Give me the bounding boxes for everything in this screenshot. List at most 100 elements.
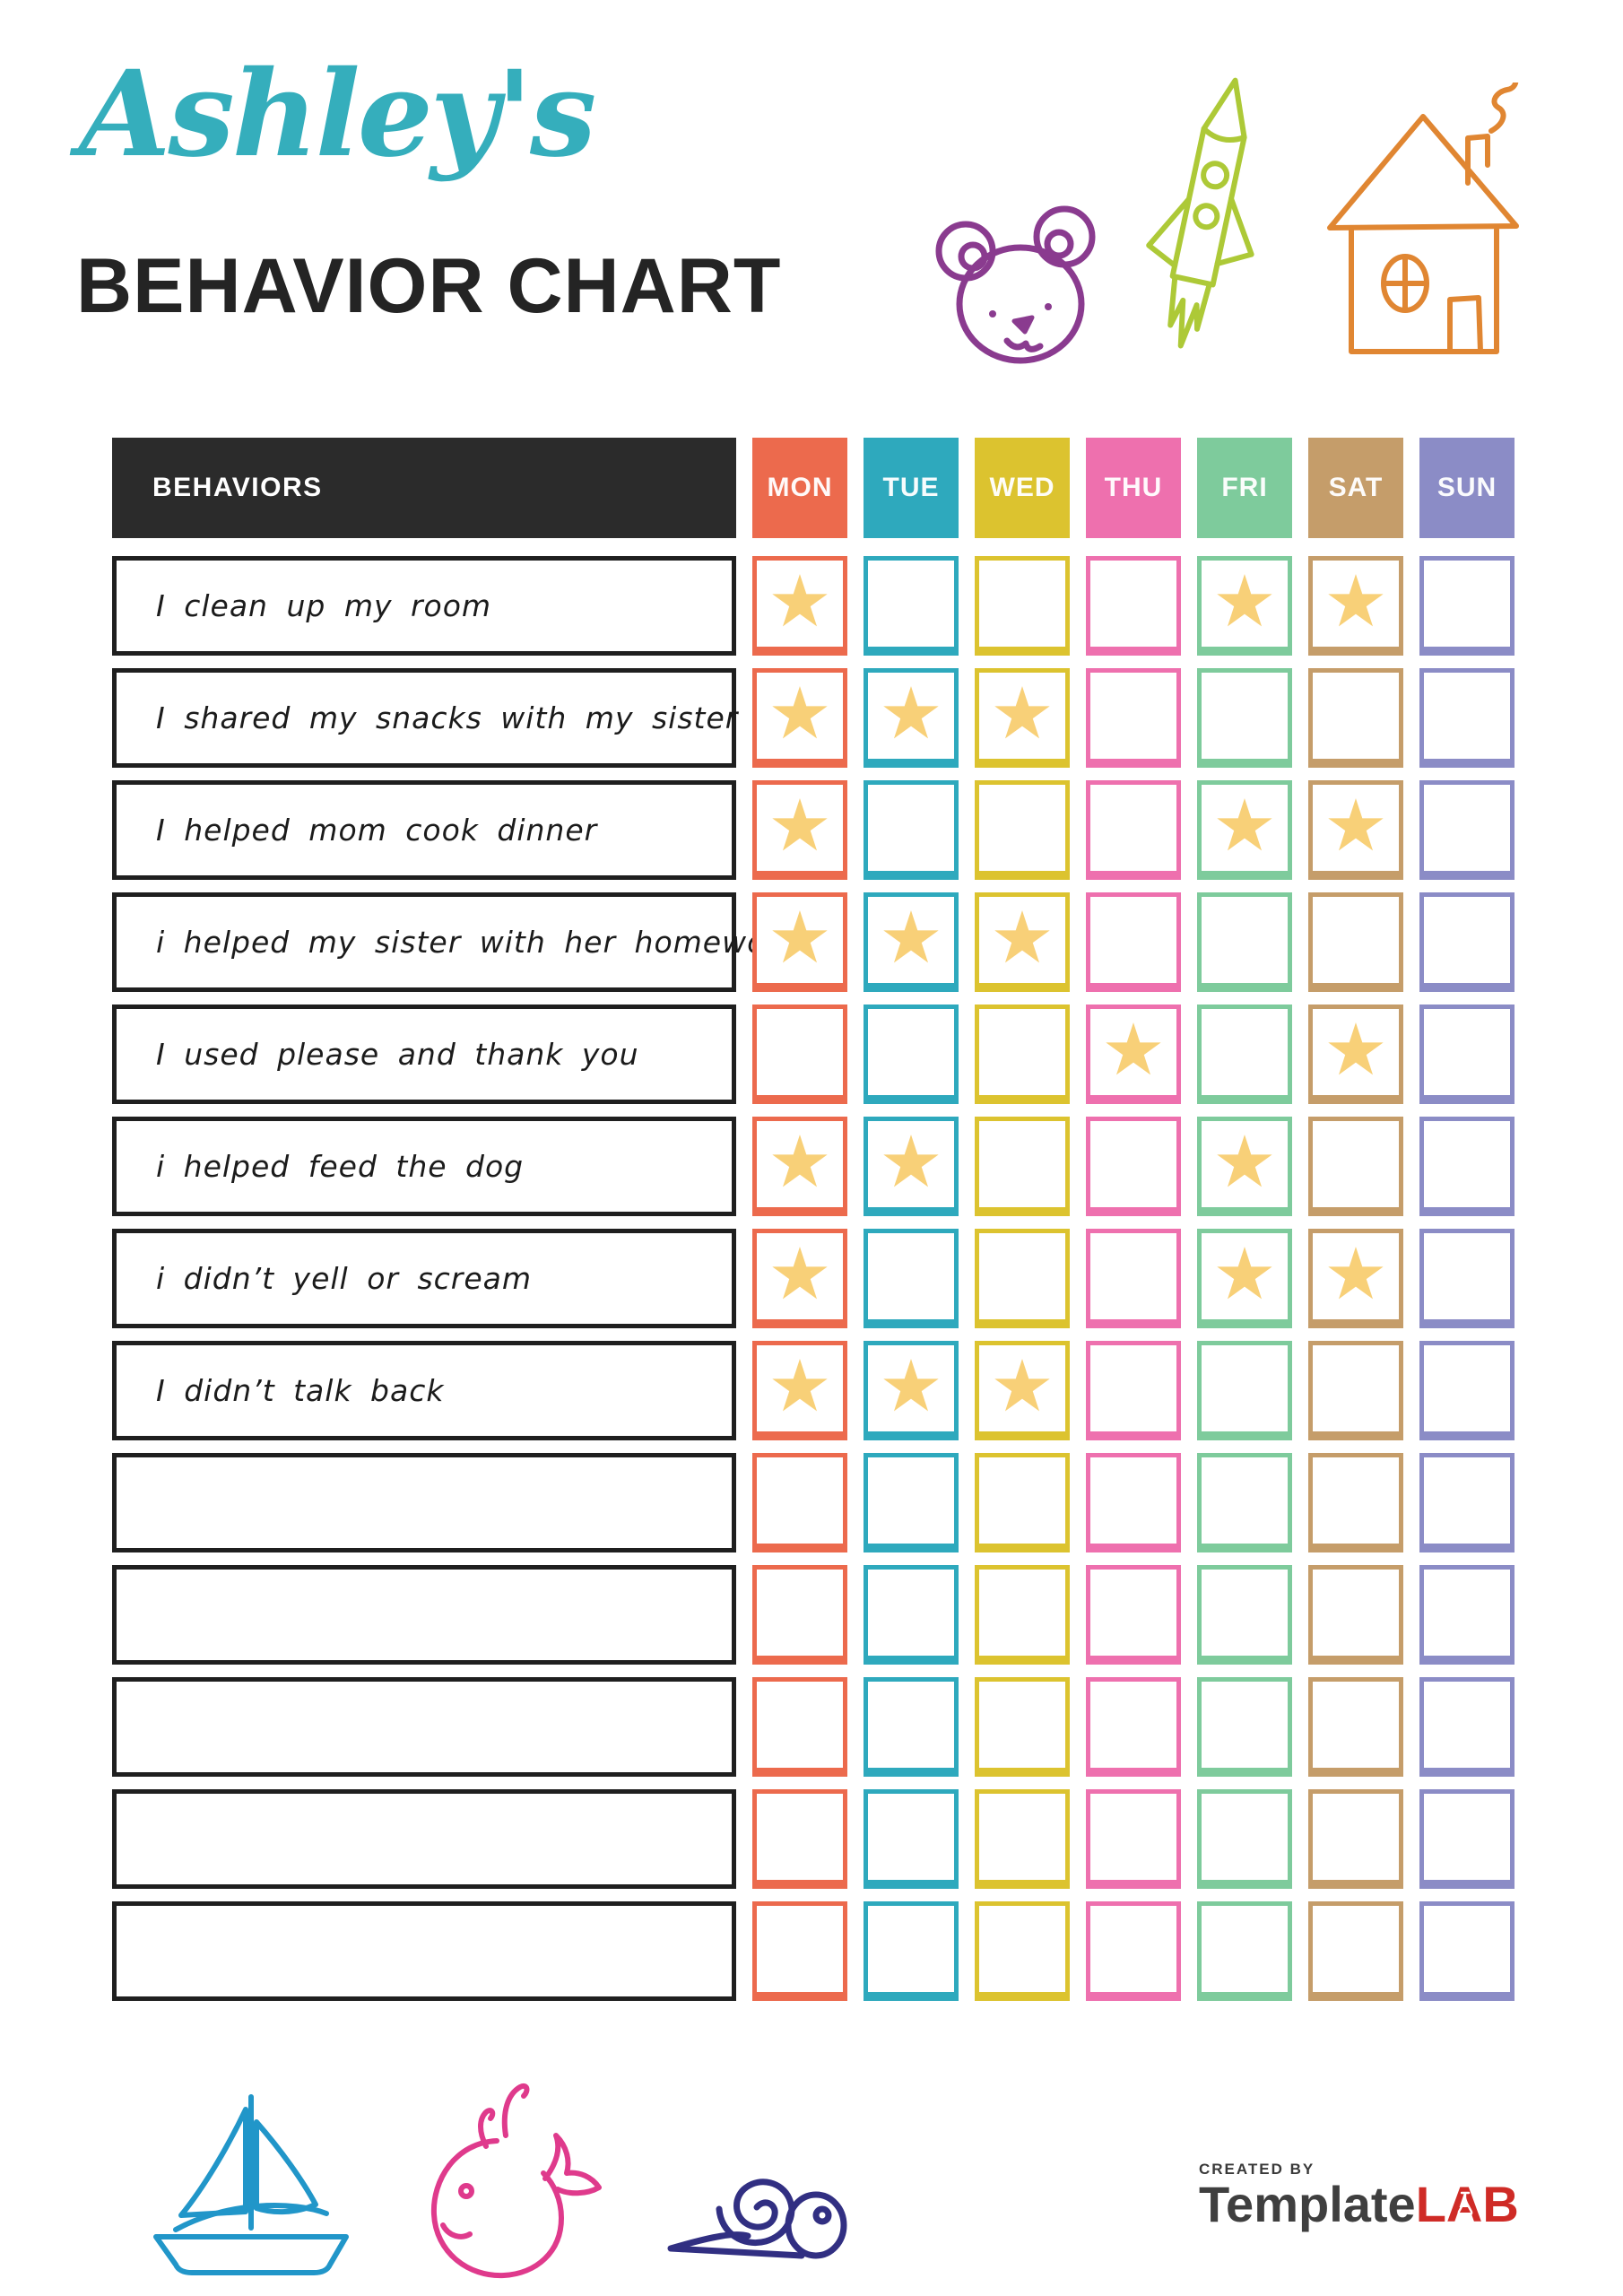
checkbox-tue[interactable]: [864, 780, 959, 880]
checkbox-thu[interactable]: [1086, 1117, 1181, 1216]
checkbox-mon[interactable]: [752, 1677, 847, 1777]
checkbox-wed[interactable]: [975, 556, 1070, 656]
checkbox-tue[interactable]: [864, 1229, 959, 1328]
checkbox-sun[interactable]: [1419, 1341, 1515, 1440]
checkbox-wed[interactable]: ★: [975, 1341, 1070, 1440]
checkbox-fri[interactable]: ★: [1197, 1229, 1292, 1328]
checkbox-fri[interactable]: [1197, 668, 1292, 768]
checkbox-fri[interactable]: [1197, 1453, 1292, 1552]
checkbox-thu[interactable]: [1086, 1229, 1181, 1328]
checkbox-sun[interactable]: [1419, 1901, 1515, 2001]
checkbox-thu[interactable]: [1086, 556, 1181, 656]
checkbox-sat[interactable]: [1308, 1901, 1403, 2001]
checkbox-thu[interactable]: [1086, 1677, 1181, 1777]
checkbox-sat[interactable]: [1308, 668, 1403, 768]
checkbox-thu[interactable]: [1086, 1453, 1181, 1552]
checkbox-sun[interactable]: [1419, 892, 1515, 992]
checkbox-sun[interactable]: [1419, 1565, 1515, 1665]
checkbox-sun[interactable]: [1419, 556, 1515, 656]
checkbox-thu[interactable]: [1086, 668, 1181, 768]
checkbox-sun[interactable]: [1419, 1453, 1515, 1552]
star-icon: ★: [768, 1234, 832, 1314]
checkbox-sat[interactable]: [1308, 1789, 1403, 1889]
checkbox-wed[interactable]: [975, 1117, 1070, 1216]
checkbox-tue[interactable]: ★: [864, 1341, 959, 1440]
checkbox-mon[interactable]: ★: [752, 1117, 847, 1216]
checkbox-tue[interactable]: [864, 556, 959, 656]
checkbox-mon[interactable]: ★: [752, 892, 847, 992]
checkbox-thu[interactable]: [1086, 1341, 1181, 1440]
checkbox-wed[interactable]: [975, 780, 1070, 880]
checkbox-sat[interactable]: [1308, 1117, 1403, 1216]
day-header-thu: THU: [1086, 438, 1181, 538]
checkbox-fri[interactable]: [1197, 1004, 1292, 1104]
checkbox-fri[interactable]: [1197, 1789, 1292, 1889]
checkbox-mon[interactable]: [752, 1004, 847, 1104]
checkbox-sat[interactable]: ★: [1308, 1229, 1403, 1328]
checkbox-sat[interactable]: ★: [1308, 556, 1403, 656]
checkbox-fri[interactable]: [1197, 1677, 1292, 1777]
checkbox-sat[interactable]: [1308, 1453, 1403, 1552]
checkbox-thu[interactable]: ★: [1086, 1004, 1181, 1104]
checkbox-fri[interactable]: [1197, 892, 1292, 992]
behavior-label-cell: [112, 1789, 736, 1889]
checkbox-thu[interactable]: [1086, 1789, 1181, 1889]
checkbox-tue[interactable]: [864, 1677, 959, 1777]
behaviors-column-header: BEHAVIORS: [112, 438, 736, 538]
checkbox-wed[interactable]: [975, 1565, 1070, 1665]
checkbox-tue[interactable]: [864, 1789, 959, 1889]
checkbox-tue[interactable]: ★: [864, 1117, 959, 1216]
checkbox-sun[interactable]: [1419, 668, 1515, 768]
checkbox-mon[interactable]: ★: [752, 668, 847, 768]
checkbox-sat[interactable]: ★: [1308, 1004, 1403, 1104]
behavior-row: I used please and thank you ★ ★: [112, 1004, 1515, 1104]
checkbox-fri[interactable]: [1197, 1341, 1292, 1440]
checkbox-sat[interactable]: ★: [1308, 780, 1403, 880]
checkbox-fri[interactable]: ★: [1197, 780, 1292, 880]
checkbox-wed[interactable]: [975, 1453, 1070, 1552]
checkbox-sun[interactable]: [1419, 1117, 1515, 1216]
checkbox-tue[interactable]: [864, 1453, 959, 1552]
checkbox-wed[interactable]: ★: [975, 668, 1070, 768]
checkbox-wed[interactable]: [975, 1229, 1070, 1328]
checkbox-mon[interactable]: ★: [752, 556, 847, 656]
checkbox-sun[interactable]: [1419, 1789, 1515, 1889]
checkbox-tue[interactable]: ★: [864, 892, 959, 992]
checkbox-mon[interactable]: [752, 1453, 847, 1552]
checkbox-fri[interactable]: ★: [1197, 556, 1292, 656]
checkbox-tue[interactable]: [864, 1901, 959, 2001]
checkbox-wed[interactable]: [975, 1677, 1070, 1777]
checkbox-fri[interactable]: ★: [1197, 1117, 1292, 1216]
star-icon: ★: [1212, 561, 1277, 641]
checkbox-wed[interactable]: [975, 1789, 1070, 1889]
checkbox-wed[interactable]: ★: [975, 892, 1070, 992]
checkbox-sun[interactable]: [1419, 1004, 1515, 1104]
checkbox-sat[interactable]: [1308, 1341, 1403, 1440]
star-icon: ★: [768, 561, 832, 641]
checkbox-thu[interactable]: [1086, 1901, 1181, 2001]
checkbox-wed[interactable]: [975, 1901, 1070, 2001]
checkbox-tue[interactable]: [864, 1565, 959, 1665]
checkbox-tue[interactable]: [864, 1004, 959, 1104]
checkbox-wed[interactable]: [975, 1004, 1070, 1104]
checkbox-mon[interactable]: ★: [752, 1229, 847, 1328]
checkbox-thu[interactable]: [1086, 892, 1181, 992]
checkbox-sun[interactable]: [1419, 1677, 1515, 1777]
checkbox-fri[interactable]: [1197, 1565, 1292, 1665]
checkbox-mon[interactable]: ★: [752, 780, 847, 880]
checkbox-mon[interactable]: [752, 1565, 847, 1665]
checkbox-sun[interactable]: [1419, 1229, 1515, 1328]
checkbox-fri[interactable]: [1197, 1901, 1292, 2001]
checkbox-tue[interactable]: ★: [864, 668, 959, 768]
behavior-label-cell: I didn’t talk back: [112, 1341, 736, 1440]
checkbox-sat[interactable]: [1308, 1565, 1403, 1665]
checkbox-thu[interactable]: [1086, 1565, 1181, 1665]
checkbox-mon[interactable]: [752, 1901, 847, 2001]
checkbox-sun[interactable]: [1419, 780, 1515, 880]
checkbox-thu[interactable]: [1086, 780, 1181, 880]
checkbox-mon[interactable]: ★: [752, 1341, 847, 1440]
day-header-sat: SAT: [1308, 438, 1403, 538]
checkbox-sat[interactable]: [1308, 1677, 1403, 1777]
checkbox-sat[interactable]: [1308, 892, 1403, 992]
checkbox-mon[interactable]: [752, 1789, 847, 1889]
